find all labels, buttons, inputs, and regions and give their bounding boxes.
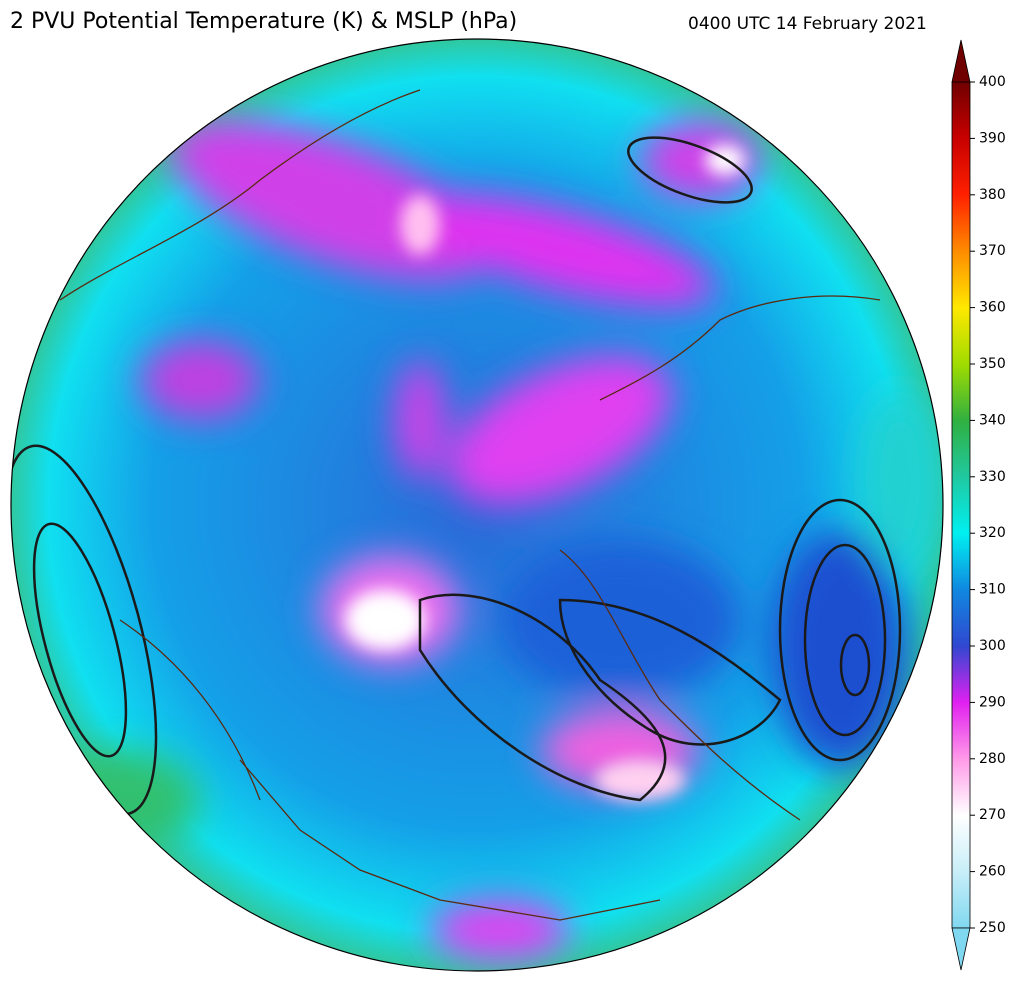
colorbar-tick-label: 330: [979, 469, 1006, 485]
colorbar-tick-label: 280: [979, 751, 1006, 767]
map: [11, 39, 943, 971]
colorbar-tick-label: 250: [979, 920, 1006, 936]
colorbar-tick-label: 400: [979, 74, 1006, 90]
map-title: 2 PVU Potential Temperature (K) & MSLP (…: [10, 9, 517, 34]
colorbar-tick-label: 300: [979, 638, 1006, 654]
colorbar-tick-label: 260: [979, 864, 1006, 880]
colorbar-tick-label: 350: [979, 356, 1006, 372]
colorbar-body: [951, 81, 971, 929]
colorbar-tick-label: 320: [979, 525, 1006, 541]
colorbar-tick-label: 360: [979, 300, 1006, 316]
colorbar-tick-label: 340: [979, 412, 1006, 428]
colorbar: 250 260 270 280 290 300 310 320 330 340 350 360 370 3…: [951, 39, 1006, 971]
colorbar-tick-label: 370: [979, 243, 1006, 259]
colorbar-tick-label: 290: [979, 694, 1006, 710]
colorbar-extend-max: [951, 39, 971, 83]
colorbar-extend-min: [951, 927, 971, 971]
colorbar-tick-label: 270: [979, 807, 1006, 823]
colorbar-tick-label: 380: [979, 187, 1006, 203]
globe-outline: [10, 38, 944, 972]
colorbar-tick-label: 390: [979, 130, 1006, 146]
timestamp: 0400 UTC 14 February 2021: [688, 14, 927, 34]
colorbar-tick-label: 310: [979, 582, 1006, 598]
